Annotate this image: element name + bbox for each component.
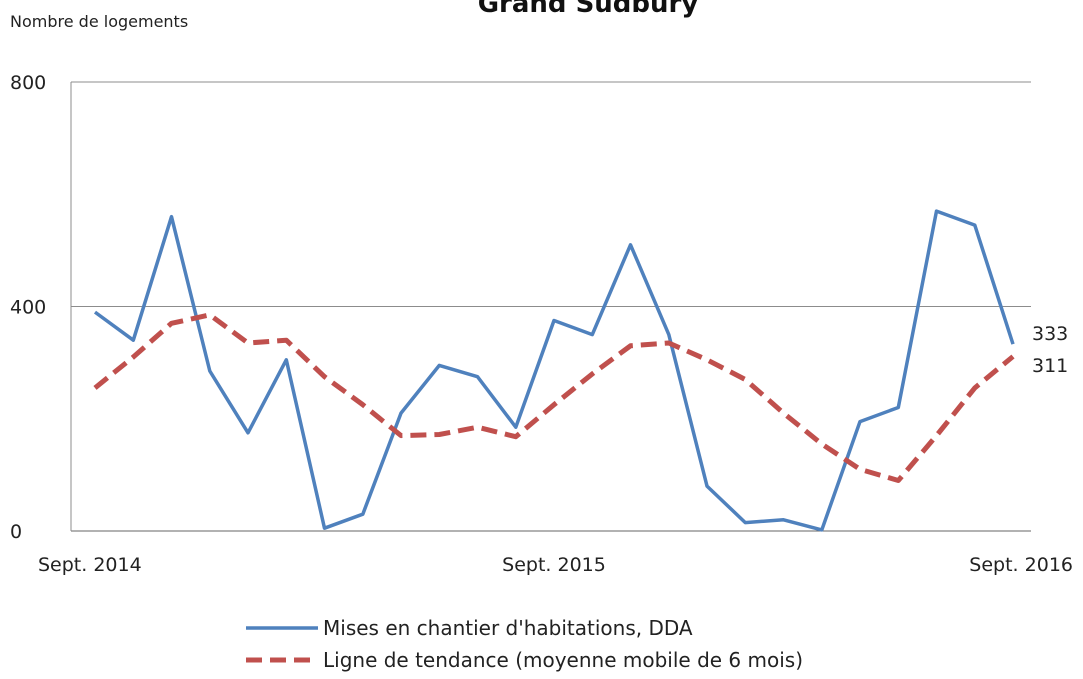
- x-tick-labels: Sept. 2014 Sept. 2015 Sept. 2016: [38, 554, 1073, 576]
- x-tick-label: Sept. 2016: [969, 554, 1073, 576]
- legend-label-trend: Ligne de tendance (moyenne mobile de 6 m…: [323, 648, 803, 672]
- series-layer: [93, 209, 1015, 532]
- y-tick-label: 800: [10, 72, 46, 94]
- legend-label-housing-starts: Mises en chantier d'habitations, DDA: [323, 616, 693, 640]
- x-tick-label: Sept. 2015: [502, 554, 606, 576]
- series-line-trend: [93, 312, 1015, 483]
- series-line-housing-starts: [93, 209, 1015, 532]
- end-label-trend: 311: [1032, 355, 1068, 377]
- end-label-housing-starts: 333: [1032, 323, 1068, 345]
- legend: Mises en chantier d'habitations, DDA Lign…: [246, 616, 803, 672]
- y-tick-label: 400: [10, 297, 46, 319]
- x-tick-label: Sept. 2014: [38, 554, 142, 576]
- y-axis-title: Nombre de logements: [10, 12, 188, 31]
- y-tick-label: 0: [10, 521, 22, 543]
- gridlines: [70, 81, 1031, 532]
- chart-title: Grand Sudbury: [478, 0, 699, 19]
- y-tick-labels: 0 400 800: [10, 72, 46, 543]
